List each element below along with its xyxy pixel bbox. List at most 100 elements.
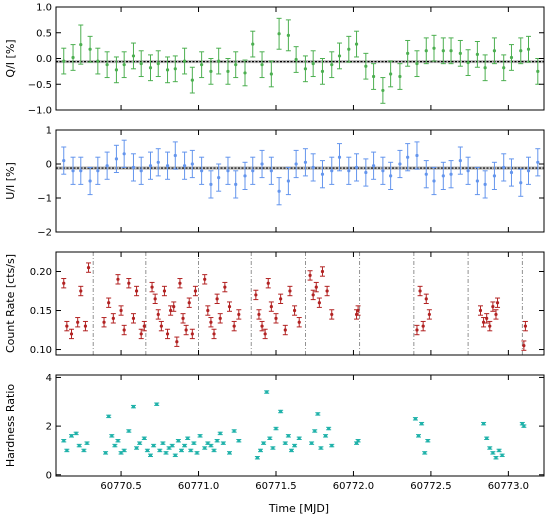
- y-tick-label: 2: [46, 422, 52, 433]
- data-point: [521, 424, 527, 428]
- data-point: [499, 453, 505, 458]
- data-point: [487, 320, 493, 332]
- data-point: [329, 51, 335, 79]
- data-point: [285, 166, 291, 196]
- data-point: [158, 320, 164, 332]
- data-point: [138, 328, 144, 340]
- data-point: [309, 441, 315, 445]
- data-point: [484, 436, 490, 440]
- data-point: [457, 39, 463, 67]
- data-point: [355, 438, 361, 443]
- data-point: [141, 436, 147, 440]
- y-axis-label: Count Rate [cts/s]: [4, 254, 17, 353]
- data-point: [225, 156, 231, 185]
- x-tick-label: 60773.0: [488, 481, 529, 492]
- data-point: [233, 51, 239, 79]
- data-point: [163, 451, 169, 455]
- data-point: [182, 151, 188, 180]
- data-point: [178, 448, 184, 453]
- data-point: [130, 153, 136, 182]
- data-point: [182, 47, 188, 75]
- data-point: [165, 328, 171, 340]
- data-point: [310, 289, 316, 301]
- data-point: [121, 324, 127, 336]
- data-point: [425, 438, 431, 443]
- data-point: [70, 156, 76, 185]
- data-point: [440, 161, 446, 190]
- data-point: [231, 320, 237, 332]
- data-point: [177, 278, 183, 289]
- data-point: [95, 47, 101, 75]
- data-point: [405, 143, 411, 172]
- data-point: [182, 443, 188, 448]
- data-point: [482, 54, 488, 82]
- data-point: [313, 281, 319, 293]
- plot-frame: [55, 374, 545, 477]
- data-point: [82, 320, 88, 332]
- data-point: [160, 441, 166, 445]
- data-point: [337, 42, 343, 70]
- data-point: [302, 148, 308, 177]
- data-point: [236, 309, 242, 320]
- data-point: [130, 313, 136, 324]
- data-point: [273, 313, 279, 324]
- data-point: [169, 443, 175, 448]
- data-point: [490, 301, 496, 312]
- data-point: [405, 39, 411, 67]
- data-point: [217, 431, 223, 436]
- data-point: [285, 19, 291, 52]
- data-point: [188, 448, 194, 453]
- data-point: [259, 320, 265, 332]
- data-point: [148, 453, 154, 458]
- data-point: [148, 151, 154, 180]
- data-point: [448, 37, 454, 65]
- x-tick-label: 60771.0: [178, 481, 219, 492]
- data-point: [126, 429, 132, 433]
- data-point: [535, 58, 541, 85]
- data-point: [268, 60, 274, 88]
- data-point: [474, 166, 480, 196]
- x-tick-label: 60771.5: [255, 481, 296, 492]
- data-point: [495, 297, 501, 308]
- data-point: [293, 149, 299, 179]
- data-point: [199, 51, 205, 79]
- data-point: [166, 446, 172, 450]
- data-point: [138, 156, 144, 185]
- data-point: [337, 143, 343, 172]
- data-point: [161, 285, 167, 297]
- data-point: [307, 270, 313, 281]
- data-point: [75, 317, 81, 328]
- data-point: [87, 35, 93, 63]
- data-point: [86, 262, 92, 273]
- data-point: [270, 446, 276, 450]
- data-point: [465, 49, 471, 76]
- data-point: [292, 443, 298, 448]
- data-point: [493, 456, 499, 460]
- data-point: [250, 156, 256, 185]
- data-point: [194, 451, 200, 455]
- data-point: [113, 144, 119, 173]
- data-point: [73, 431, 79, 436]
- data-point: [115, 274, 121, 285]
- data-point: [78, 285, 84, 297]
- data-point: [354, 30, 360, 58]
- x-axis-label: Time [MJD]: [268, 502, 329, 515]
- y-tick-label: −1.0: [28, 106, 52, 117]
- data-point: [78, 24, 84, 65]
- data-point: [412, 417, 418, 421]
- data-point: [268, 156, 274, 185]
- data-point: [134, 446, 140, 450]
- data-point: [448, 160, 454, 189]
- data-point: [422, 451, 428, 455]
- data-point: [217, 313, 223, 324]
- y-tick-label: −1: [37, 194, 52, 205]
- hardness-panel: 0 2 4 60770.5 60771.0 60771.5 60772.0 60772.5 60…: [4, 373, 545, 492]
- y-tick-label: 1: [46, 126, 52, 137]
- data-point: [154, 402, 160, 406]
- data-point: [423, 37, 429, 65]
- data-point: [208, 317, 214, 328]
- data-point: [70, 44, 76, 71]
- data-point: [208, 58, 214, 85]
- data-point: [518, 37, 524, 65]
- data-point: [414, 50, 420, 78]
